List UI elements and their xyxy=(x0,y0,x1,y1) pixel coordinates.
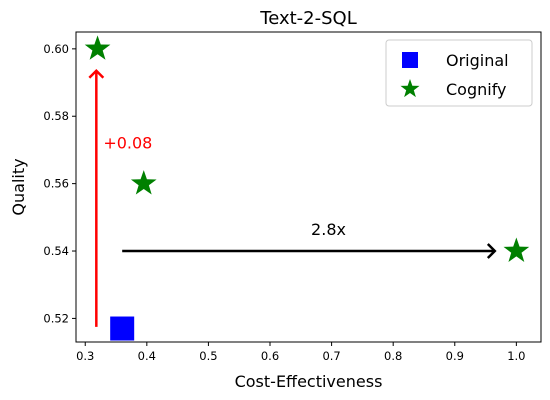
annotation-arrows xyxy=(89,71,494,327)
x-tick-label: 0.8 xyxy=(384,349,402,363)
legend-original-label: Original xyxy=(446,51,509,70)
original-point xyxy=(110,317,134,341)
x-tick-label: 0.7 xyxy=(322,349,340,363)
cost-gain-label: 2.8x xyxy=(311,220,346,239)
x-tick-label: 1.0 xyxy=(507,349,525,363)
y-tick-label: 0.58 xyxy=(43,109,69,123)
x-tick-label: 0.3 xyxy=(76,349,94,363)
x-tick-label: 0.6 xyxy=(261,349,279,363)
x-tick-label: 0.9 xyxy=(446,349,464,363)
legend-original-marker xyxy=(402,52,418,68)
quality-gain-label: +0.08 xyxy=(103,133,152,152)
x-axis-label: Cost-Effectiveness xyxy=(235,372,383,391)
x-tick-label: 0.4 xyxy=(138,349,156,363)
x-tick-label: 0.5 xyxy=(199,349,217,363)
cognify-point xyxy=(504,238,530,262)
cognify-point xyxy=(85,35,111,59)
legend-cognify-label: Cognify xyxy=(446,80,507,99)
y-tick-label: 0.56 xyxy=(43,177,69,191)
chart-title: Text-2-SQL xyxy=(259,8,356,29)
y-tick-label: 0.52 xyxy=(43,311,69,325)
legend: Original Cognify xyxy=(386,40,532,106)
y-tick-label: 0.60 xyxy=(43,42,69,56)
y-tick-label: 0.54 xyxy=(43,244,69,258)
cognify-point xyxy=(131,170,157,194)
y-axis-label: Quality xyxy=(9,158,28,215)
